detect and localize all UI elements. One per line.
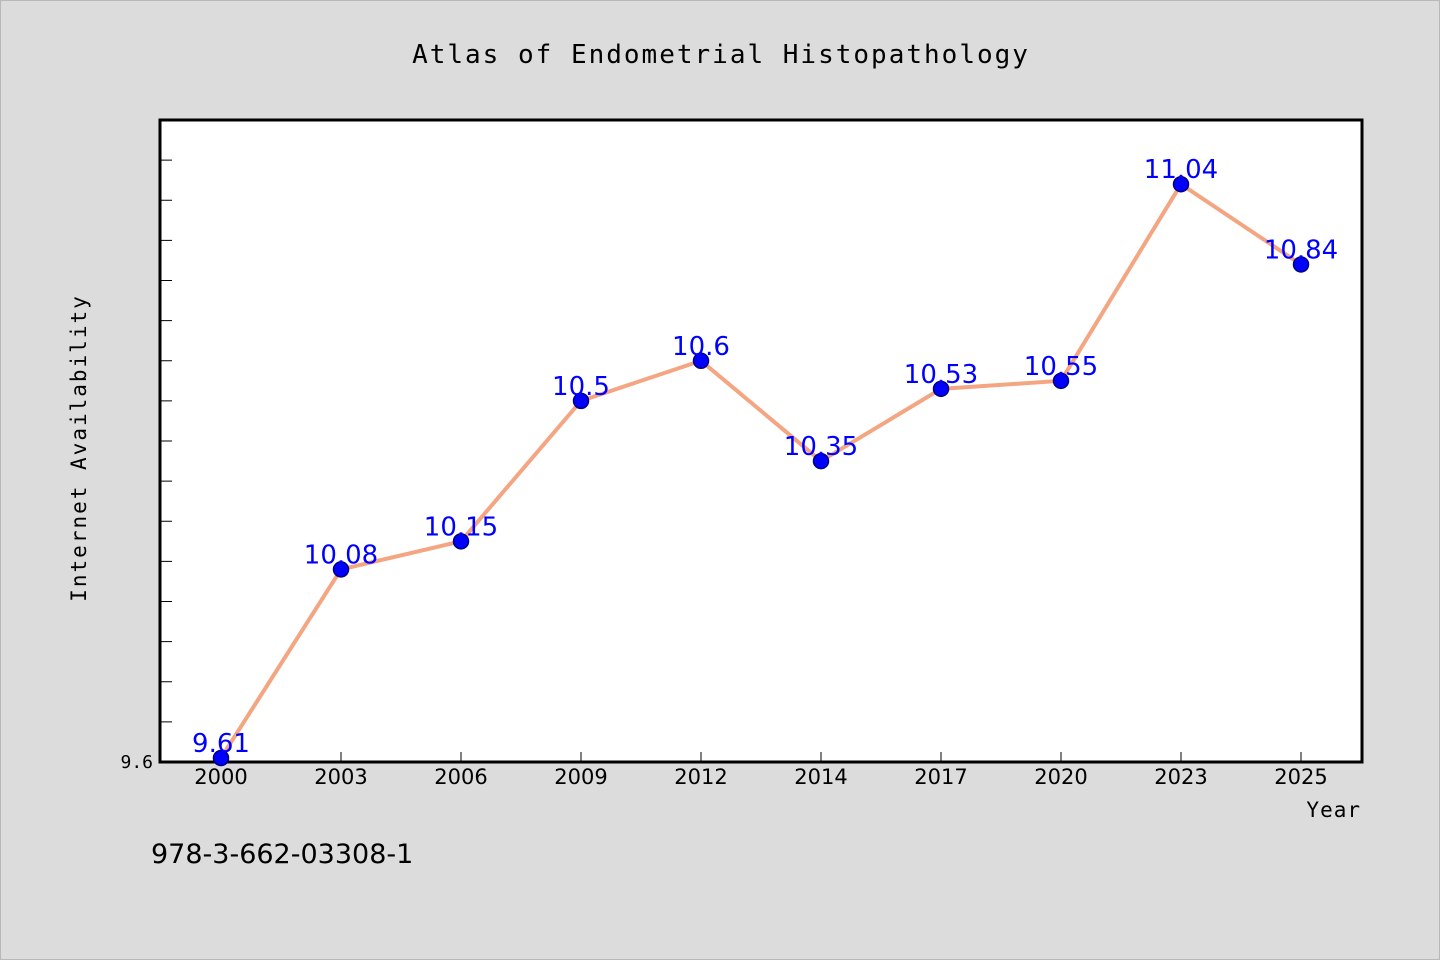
x-tick-label: 2012 [674,765,727,789]
data-label: 10.53 [904,360,978,390]
y-axis-label: Internet Availability [67,294,91,602]
x-tick-label: 2020 [1034,765,1087,789]
data-label: 10.6 [672,332,730,362]
data-point [452,533,470,550]
x-tick-label: 2009 [554,765,607,789]
data-point [212,749,230,767]
data-point [1172,175,1190,193]
x-tick-label: 2006 [434,765,487,789]
chart-title: Atlas of Endometrial Histopathology [412,40,1030,70]
x-tick-label: 2000 [194,765,247,789]
data-point [1052,372,1070,390]
series-line [219,182,1303,760]
data-label: 10.84 [1264,235,1338,265]
data-label: 10.55 [1024,352,1098,382]
x-tick-label: 2025 [1274,765,1327,789]
data-point [572,392,590,410]
data-label: 11.04 [1144,155,1218,185]
data-point [332,561,350,578]
data-label: 10.35 [784,432,858,462]
x-tick-label: 2017 [914,765,967,789]
x-tick-label: 2023 [1154,765,1207,789]
data-point [1292,256,1310,273]
x-tick-label: 2014 [794,765,847,789]
isbn-text: 978-3-662-03308-1 [151,839,413,870]
y-ticks [160,159,172,723]
data-label: 9.61 [192,729,250,759]
series: 9.61 10.08 10.15 10.5 10.6 10.35 10.53 10.55 11.… [192,155,1338,767]
data-label: 10.5 [552,372,610,402]
data-point [692,352,710,369]
y-tick-label: 9.6 [120,752,153,773]
data-label: 10.08 [304,540,378,570]
plot-area [158,118,1364,764]
x-tick-label: 2003 [314,765,367,789]
x-ticks: 2000 2003 2006 2009 2012 2014 2017 2020 2023 2025 [194,752,1328,789]
data-point [812,452,830,470]
x-axis-label: Year [1306,798,1361,822]
data-label: 10.15 [424,512,498,542]
data-point [932,380,950,398]
